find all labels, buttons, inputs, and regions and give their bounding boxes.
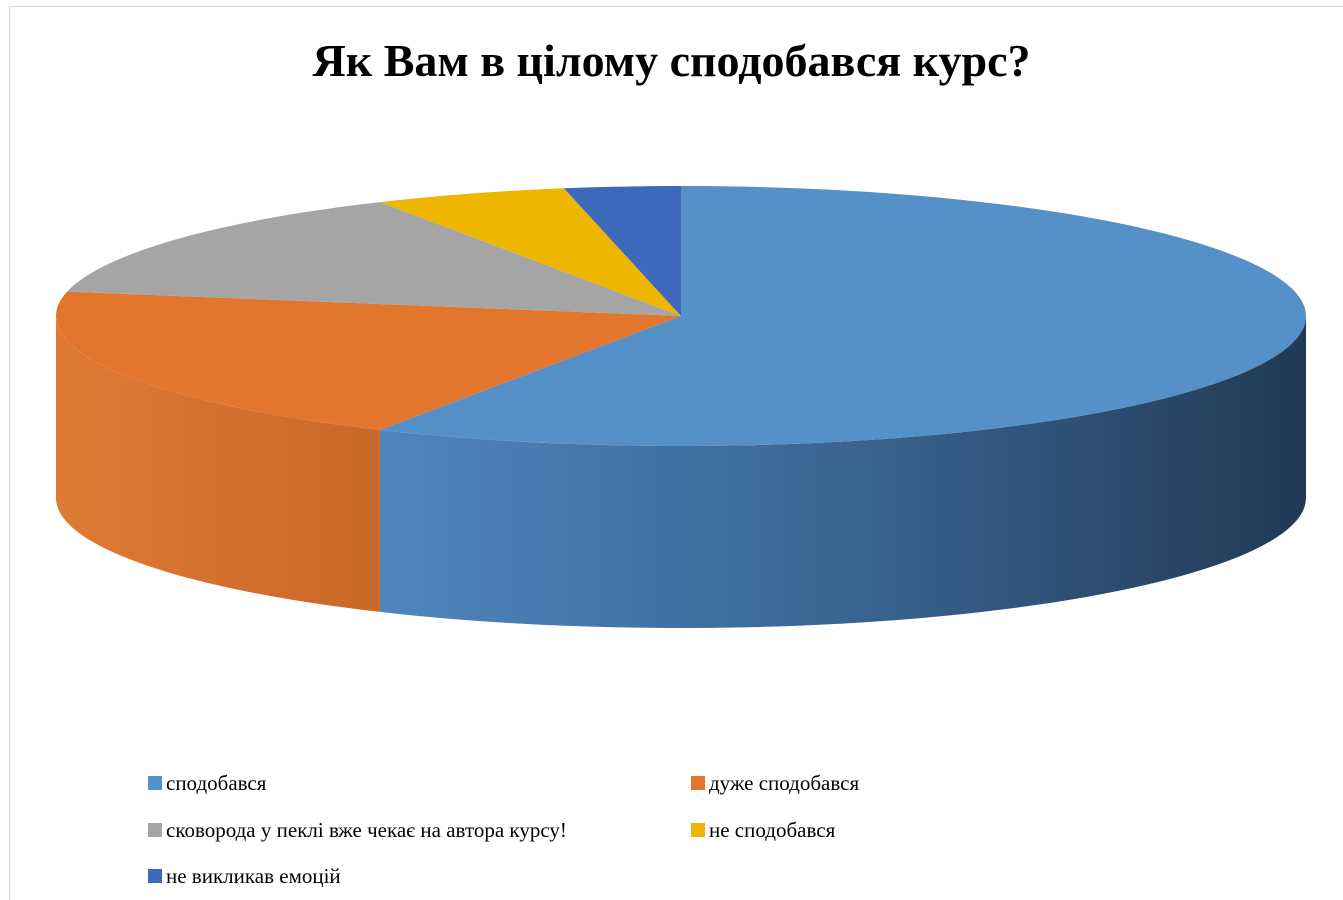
pie-side-1	[56, 316, 380, 612]
pie-side-0	[379, 316, 1306, 628]
legend-label-4: не викликав емоцій	[166, 863, 341, 888]
pie-slice-0	[379, 186, 1306, 446]
legend-swatch-0	[148, 776, 162, 790]
legend-label-2: сковорода у пеклі вже чекає на автора ку…	[166, 817, 567, 842]
legend-item-2: сковорода у пеклі вже чекає на автора ку…	[148, 815, 567, 845]
legend-swatch-3	[691, 823, 705, 837]
pie-slice-1	[56, 291, 682, 430]
chart-area	[9, 6, 1343, 900]
legend-swatch-2	[148, 823, 162, 837]
legend-item-0: сподобався	[148, 768, 266, 798]
chart-title: Як Вам в цілому сподобався курс?	[312, 35, 1031, 86]
legend-swatch-1	[691, 776, 705, 790]
legend-label-0: сподобався	[166, 770, 267, 795]
legend-item-1: дуже сподобався	[691, 768, 859, 798]
legend-label-3: не сподобався	[709, 817, 836, 842]
pie-slice-2	[67, 202, 681, 316]
legend-swatch-4	[148, 869, 162, 883]
pie-slice-4	[563, 186, 681, 316]
legend-label-1: дуже сподобався	[709, 770, 860, 795]
legend-item-4: не викликав емоцій	[148, 861, 341, 891]
legend-item-3: не сподобався	[691, 815, 835, 845]
pie-slice-3	[379, 188, 681, 316]
